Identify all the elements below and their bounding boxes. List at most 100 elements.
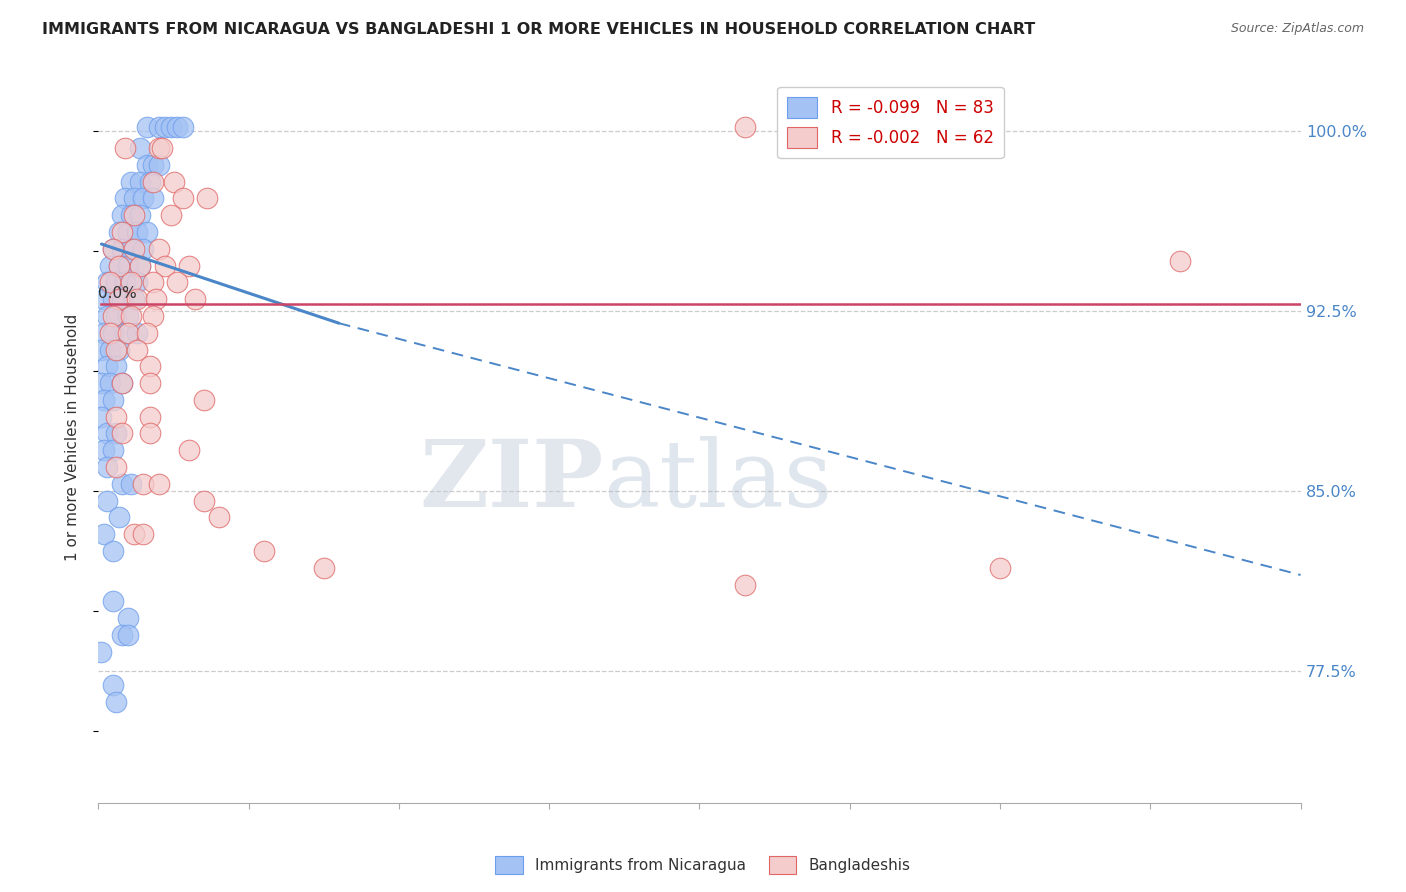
Point bbox=[111, 376, 134, 391]
Point bbox=[117, 259, 139, 273]
Point bbox=[121, 242, 143, 256]
Point bbox=[96, 460, 118, 475]
Point bbox=[129, 259, 152, 273]
Point bbox=[141, 276, 163, 290]
Y-axis label: 1 or more Vehicles in Household: 1 or more Vehicles in Household bbox=[65, 313, 80, 561]
Point bbox=[103, 309, 125, 323]
Point bbox=[193, 493, 215, 508]
Point bbox=[121, 476, 143, 491]
Point bbox=[153, 120, 176, 134]
Point bbox=[96, 309, 118, 323]
Point bbox=[124, 208, 146, 222]
Point bbox=[111, 242, 134, 256]
Point bbox=[111, 376, 134, 391]
Point bbox=[124, 292, 146, 306]
Point bbox=[138, 376, 160, 391]
Point bbox=[166, 276, 188, 290]
Point bbox=[195, 191, 218, 205]
Point bbox=[105, 276, 128, 290]
Point bbox=[150, 141, 173, 155]
Point bbox=[105, 426, 128, 441]
Point bbox=[108, 259, 131, 273]
Text: atlas: atlas bbox=[603, 436, 832, 526]
Point bbox=[172, 191, 194, 205]
Point bbox=[124, 242, 146, 256]
Point bbox=[96, 359, 118, 374]
Point bbox=[105, 460, 128, 475]
Point bbox=[114, 276, 136, 290]
Point bbox=[159, 120, 181, 134]
Point bbox=[93, 443, 115, 458]
Point bbox=[105, 409, 128, 424]
Point bbox=[90, 376, 112, 391]
Point bbox=[108, 292, 131, 306]
Point bbox=[141, 158, 163, 172]
Point bbox=[100, 259, 122, 273]
Point bbox=[132, 242, 155, 256]
Point bbox=[138, 426, 160, 441]
Point bbox=[96, 276, 118, 290]
Point bbox=[100, 276, 122, 290]
Point bbox=[138, 409, 160, 424]
Legend: Immigrants from Nicaragua, Bangladeshis: Immigrants from Nicaragua, Bangladeshis bbox=[489, 850, 917, 880]
Point bbox=[103, 242, 125, 256]
Point bbox=[111, 426, 134, 441]
Point bbox=[177, 259, 200, 273]
Point bbox=[183, 292, 205, 306]
Point bbox=[148, 242, 170, 256]
Point bbox=[117, 225, 139, 239]
Point bbox=[148, 476, 170, 491]
Point bbox=[129, 175, 152, 189]
Point bbox=[114, 191, 136, 205]
Point bbox=[90, 343, 112, 357]
Point bbox=[103, 292, 125, 306]
Point bbox=[103, 392, 125, 407]
Point bbox=[127, 326, 149, 340]
Point bbox=[93, 392, 115, 407]
Point bbox=[208, 510, 231, 524]
Point bbox=[121, 175, 143, 189]
Point bbox=[129, 259, 152, 273]
Point bbox=[103, 594, 125, 608]
Point bbox=[103, 326, 125, 340]
Text: ZIP: ZIP bbox=[419, 436, 603, 526]
Point bbox=[132, 527, 155, 541]
Point bbox=[96, 493, 118, 508]
Point bbox=[135, 326, 157, 340]
Point bbox=[148, 120, 170, 134]
Point bbox=[114, 326, 136, 340]
Point bbox=[132, 191, 155, 205]
Point bbox=[103, 242, 125, 256]
Point bbox=[117, 611, 139, 625]
Point bbox=[148, 158, 170, 172]
Point bbox=[153, 259, 176, 273]
Point bbox=[734, 120, 756, 134]
Point bbox=[145, 292, 167, 306]
Point bbox=[162, 175, 184, 189]
Point bbox=[105, 359, 128, 374]
Point bbox=[127, 343, 149, 357]
Point bbox=[117, 628, 139, 642]
Text: 0.0%: 0.0% bbox=[98, 286, 138, 301]
Point bbox=[141, 309, 163, 323]
Point bbox=[253, 544, 276, 558]
Legend: R = -0.099   N = 83, R = -0.002   N = 62: R = -0.099 N = 83, R = -0.002 N = 62 bbox=[778, 87, 1004, 158]
Point bbox=[100, 376, 122, 391]
Point bbox=[103, 443, 125, 458]
Point bbox=[105, 309, 128, 323]
Point bbox=[108, 510, 131, 524]
Point bbox=[117, 326, 139, 340]
Point bbox=[127, 292, 149, 306]
Point bbox=[108, 343, 131, 357]
Point bbox=[127, 276, 149, 290]
Point bbox=[1170, 253, 1192, 268]
Point bbox=[148, 141, 170, 155]
Point bbox=[103, 678, 125, 692]
Point bbox=[111, 208, 134, 222]
Point bbox=[90, 409, 112, 424]
Point bbox=[103, 544, 125, 558]
Text: IMMIGRANTS FROM NICARAGUA VS BANGLADESHI 1 OR MORE VEHICLES IN HOUSEHOLD CORRELA: IMMIGRANTS FROM NICARAGUA VS BANGLADESHI… bbox=[42, 22, 1035, 37]
Point bbox=[129, 208, 152, 222]
Point bbox=[141, 175, 163, 189]
Point bbox=[93, 326, 115, 340]
